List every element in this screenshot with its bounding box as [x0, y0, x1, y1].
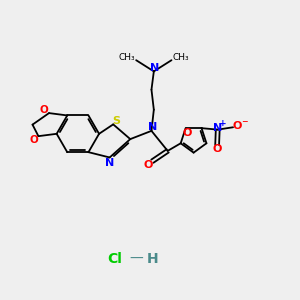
Text: S: S — [113, 116, 121, 126]
Text: O: O — [143, 160, 153, 170]
Text: N: N — [105, 158, 114, 168]
Text: O: O — [233, 121, 242, 131]
Text: +: + — [219, 119, 227, 128]
Text: O: O — [212, 144, 222, 154]
Text: H: H — [147, 252, 159, 266]
Text: N: N — [213, 123, 222, 133]
Text: CH₃: CH₃ — [118, 53, 135, 62]
Text: CH₃: CH₃ — [172, 53, 189, 62]
Text: Cl: Cl — [107, 252, 122, 266]
Text: —: — — [130, 252, 144, 266]
Text: O: O — [40, 105, 48, 115]
Text: N: N — [150, 63, 160, 73]
Text: O: O — [182, 128, 191, 138]
Text: O: O — [29, 135, 38, 145]
Text: N: N — [148, 122, 157, 132]
Text: ⁻: ⁻ — [241, 118, 247, 131]
